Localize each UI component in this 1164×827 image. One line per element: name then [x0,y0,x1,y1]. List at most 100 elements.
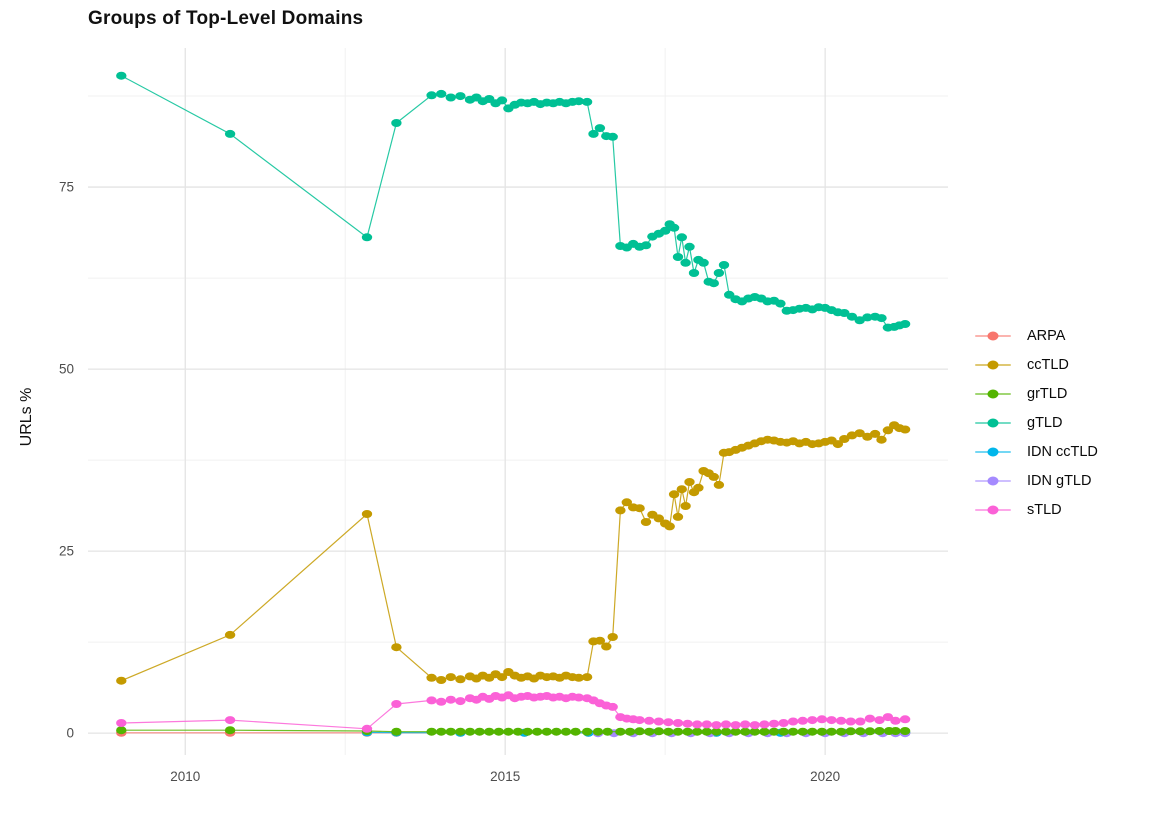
data-point-cctld [882,426,894,435]
data-point-grtld [592,727,604,736]
data-point-cctld [684,478,695,486]
data-point-cctld [496,673,508,682]
legend-item-idn-gtld: IDN gTLD [975,466,1098,495]
data-point-gtld [581,97,593,106]
data-point-grtld [391,727,402,736]
legend-key-swatch [975,357,1011,373]
data-point-gtld [361,233,373,242]
data-point-gtld [594,124,606,133]
data-point-grtld [701,727,712,736]
data-point-cctld [621,498,632,507]
legend-key-dot [987,418,999,427]
data-point-stld [692,720,703,729]
data-point-grtld [759,727,770,736]
data-point-stld [644,716,655,725]
data-point-grtld [581,727,593,736]
legend-key-dot [987,505,999,514]
data-point-gtld [116,71,127,80]
data-point-gtld [846,312,858,321]
data-point-grtld [778,727,789,736]
legend-key-dot [987,447,999,456]
data-point-grtld [570,727,581,736]
data-point-cctld [653,514,664,523]
data-point-gtld [224,129,236,138]
data-point-gtld [680,258,691,267]
legend-label: ARPA [1027,327,1066,344]
data-point-stld [778,719,789,727]
data-point-gtld [854,316,865,325]
data-point-grtld [644,727,655,736]
data-point-gtld [876,314,887,323]
data-point-grtld [899,727,911,735]
legend-label: grTLD [1027,385,1068,402]
data-point-cctld [640,518,652,526]
legend-label: ccTLD [1027,356,1069,373]
legend-item-gtld: gTLD [975,408,1098,437]
data-point-gtld [436,89,447,98]
legend-item-stld: sTLD [975,495,1098,524]
data-point-cctld [361,510,373,518]
data-point-cctld [713,480,725,489]
legend-key-dot [987,360,999,369]
data-point-cctld [708,472,719,481]
data-point-stld [720,720,732,729]
data-point-stld [864,714,876,723]
data-point-grtld [835,727,847,736]
data-point-grtld [493,727,504,736]
data-point-cctld [862,432,873,441]
data-point-cctld [876,435,887,444]
data-point-grtld [807,727,818,736]
data-point-grtld [522,727,533,736]
legend-key-swatch [975,328,1011,344]
data-point-cctld [668,490,680,499]
data-point-gtld [698,258,709,267]
data-point-grtld [116,726,127,735]
data-point-gtld [688,269,700,277]
data-point-grtld [474,727,485,736]
y-tick-label: 25 [59,544,74,559]
legend: ARPA ccTLD grTLD gTLD IDN ccTLD IDN gTLD sTLD [975,321,1098,524]
data-point-grtld [503,727,514,736]
data-point-cctld [615,506,626,515]
data-point-stld [607,702,618,711]
data-point-stld [816,715,828,724]
legend-label: gTLD [1027,414,1063,431]
data-point-cctld [676,485,687,494]
data-point-stld [455,697,466,706]
data-point-gtld [496,96,508,105]
data-point-gtld [676,233,687,242]
y-tick-label: 75 [59,180,74,195]
data-point-grtld [663,727,674,736]
data-point-gtld [839,309,850,317]
chart-title: Groups of Top-Level Domains [88,8,364,29]
legend-item-idn-cctld: IDN ccTLD [975,437,1098,466]
data-point-grtld [634,727,645,736]
data-point-stld [768,719,780,728]
data-point-grtld [874,727,885,735]
legend-key-dot [987,476,999,485]
data-point-grtld [426,727,437,736]
legend-item-arpa: ARPA [975,321,1098,350]
data-point-grtld [797,727,808,736]
data-point-cctld [854,429,865,438]
data-point-cctld [116,676,127,685]
legend-key-dot [987,389,999,398]
data-point-grtld [855,727,866,736]
data-point-grtld [602,727,613,736]
data-point-stld [807,716,818,725]
data-point-stld [672,719,684,727]
data-point-grtld [541,727,552,736]
data-point-gtld [899,320,911,328]
data-point-gtld [862,313,873,322]
data-point-grtld [436,727,447,736]
data-point-grtld [512,727,524,736]
data-point-gtld [573,97,584,106]
data-point-stld [436,697,447,706]
data-point-gtld [775,299,786,308]
data-point-grtld [864,727,876,736]
data-point-stld [391,700,402,708]
data-point-stld [845,717,856,726]
data-point-stld [730,721,741,730]
data-point-cctld [693,483,704,492]
